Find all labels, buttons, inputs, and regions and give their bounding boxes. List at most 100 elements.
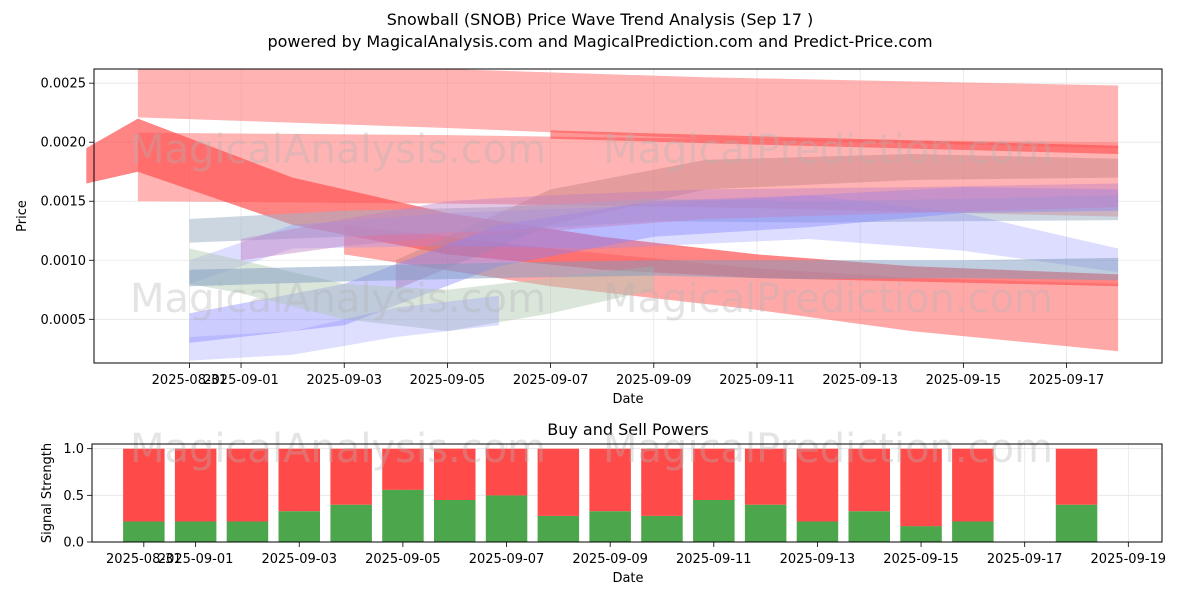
- price-y-tick-label: 0.0010: [41, 254, 87, 269]
- buy-power-bar: [226, 521, 269, 542]
- chart-subtitle: powered by MagicalAnalysis.com and Magic…: [267, 32, 932, 51]
- sell-power-bar: [434, 448, 476, 500]
- price-wave-band-9: [189, 195, 1119, 284]
- price-panel: MagicalAnalysis.com MagicalPrediction.co…: [15, 68, 1163, 407]
- sell-power-bar: [641, 448, 683, 516]
- chart-title: Snowball (SNOB) Price Wave Trend Analysi…: [387, 10, 814, 29]
- watermark-analysis: MagicalAnalysis.com: [130, 127, 546, 173]
- sell-power-bar: [589, 448, 631, 512]
- price-y-tick-label: 0.0015: [41, 195, 87, 210]
- signal-x-tick-label: 2025-09-15: [883, 552, 959, 567]
- price-wave-band-5: [344, 224, 1119, 352]
- buy-power-bar: [796, 521, 839, 542]
- price-y-tick-label: 0.0020: [41, 136, 87, 151]
- sell-power-bar: [693, 448, 735, 500]
- signal-watermarks: MagicalAnalysis.com MagicalPrediction.co…: [130, 426, 1053, 472]
- watermark-analysis: MagicalAnalysis.com: [130, 426, 546, 472]
- price-wave-band-2: [137, 132, 1119, 217]
- signal-bars: [123, 448, 1098, 542]
- buy-power-bar: [952, 521, 994, 542]
- signal-chart-title: Buy and Sell Powers: [547, 420, 709, 439]
- signal-x-tick-label: 2025-09-11: [676, 552, 752, 567]
- sell-power-bar: [330, 448, 372, 505]
- price-y-ticks: 0.0005 0.0010 0.0015 0.0020 0.0025: [41, 77, 94, 328]
- signal-x-tick-label: 2025-09-03: [261, 552, 337, 567]
- price-x-tick-label: 2025-08-31: [152, 373, 228, 388]
- buy-power-bar: [174, 521, 217, 542]
- price-x-tick-label: 2025-09-15: [926, 373, 1002, 388]
- signal-x-axis-label: Date: [612, 571, 643, 586]
- price-x-tick-label: 2025-09-17: [1029, 373, 1105, 388]
- buy-power-bar: [382, 489, 424, 542]
- buy-power-bar: [123, 521, 165, 542]
- price-wave-band-6: [395, 154, 1119, 290]
- buy-power-bar: [641, 515, 683, 542]
- price-wave-band-13: [189, 295, 499, 361]
- sell-power-bar: [174, 448, 217, 522]
- price-x-tick-label: 2025-09-01: [203, 373, 279, 388]
- price-axes-frame: [93, 68, 1163, 364]
- signal-x-tick-label: 2025-09-05: [365, 552, 441, 567]
- signal-y-tick-label: 0.0: [63, 536, 84, 551]
- price-x-tick-label: 2025-09-11: [719, 373, 795, 388]
- price-y-tick-label: 0.0005: [41, 313, 87, 328]
- sell-power-bar: [485, 448, 528, 496]
- price-x-tick-label: 2025-09-03: [306, 373, 382, 388]
- sell-power-bar: [382, 448, 424, 490]
- signal-x-tick-label: 2025-09-07: [469, 552, 545, 567]
- watermark-analysis: MagicalAnalysis.com: [130, 276, 546, 322]
- price-wave-band-4: [86, 118, 1119, 287]
- signal-x-tick-label: 2025-08-31: [106, 552, 182, 567]
- watermark-prediction: MagicalPrediction.com: [603, 276, 1053, 322]
- price-y-tick-label: 0.0025: [41, 77, 87, 92]
- sell-power-bar: [123, 448, 165, 522]
- price-wave-band-1: [137, 69, 1119, 149]
- signal-axes-frame: [91, 443, 1163, 543]
- signal-x-tick-label: 2025-09-19: [1091, 552, 1167, 567]
- buy-power-bar: [434, 500, 476, 542]
- sell-power-bar: [278, 448, 320, 512]
- sell-power-bar: [226, 448, 269, 522]
- buy-power-bar: [589, 511, 631, 542]
- buy-power-bar: [485, 495, 528, 542]
- sell-power-bar: [848, 448, 890, 512]
- signal-panel: Buy and Sell Powers MagicalAnalysis.com …: [40, 420, 1166, 586]
- price-wave-bands: [86, 69, 1119, 361]
- signal-x-tick-label: 2025-09-09: [572, 552, 648, 567]
- price-watermarks: MagicalAnalysis.com MagicalPrediction.co…: [130, 127, 1053, 322]
- sell-power-bar: [900, 448, 942, 527]
- price-wave-band-12: [241, 183, 1119, 261]
- signal-y-axis-label: Signal Strength: [40, 443, 55, 543]
- buy-power-bar: [330, 504, 372, 542]
- signal-x-tick-label: 2025-09-13: [780, 552, 856, 567]
- signal-x-tick-label: 2025-09-17: [987, 552, 1063, 567]
- price-x-tick-label: 2025-09-07: [513, 373, 589, 388]
- buy-power-bar: [693, 500, 735, 542]
- sell-power-bar: [1055, 448, 1098, 505]
- buy-power-bar: [537, 515, 580, 542]
- buy-power-bar: [900, 526, 942, 542]
- sell-power-bar: [537, 448, 580, 516]
- price-x-tick-label: 2025-09-13: [822, 373, 898, 388]
- price-y-axis-label: Price: [15, 200, 30, 232]
- price-x-tick-label: 2025-09-09: [616, 373, 692, 388]
- sell-power-bar: [744, 448, 787, 505]
- price-x-axis-label: Date: [612, 392, 643, 407]
- buy-power-bar: [744, 504, 787, 542]
- watermark-prediction: MagicalPrediction.com: [603, 127, 1053, 173]
- signal-x-tick-label: 2025-09-01: [158, 552, 234, 567]
- buy-power-bar: [278, 511, 320, 542]
- buy-power-bar: [848, 511, 890, 542]
- price-wave-band-10: [189, 248, 654, 332]
- watermark-prediction: MagicalPrediction.com: [603, 426, 1053, 472]
- signal-y-ticks: 0.0 0.5 1.0: [63, 442, 92, 551]
- price-wave-band-3: [550, 130, 1119, 154]
- price-wave-band-7: [189, 195, 1119, 243]
- price-wave-band-8: [189, 187, 1119, 343]
- signal-y-tick-label: 0.5: [63, 489, 84, 504]
- price-x-tick-label: 2025-09-05: [410, 373, 486, 388]
- sell-power-bar: [952, 448, 994, 522]
